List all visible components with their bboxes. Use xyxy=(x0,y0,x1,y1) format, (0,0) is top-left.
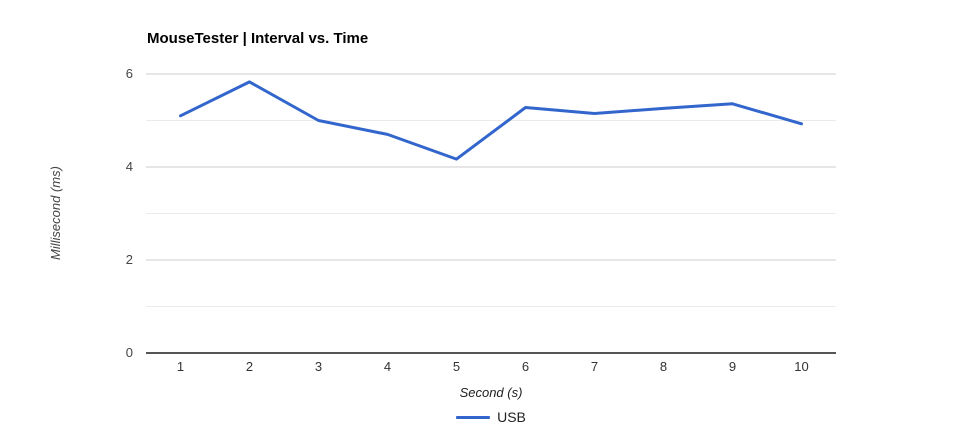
x-tick-label: 2 xyxy=(245,359,254,374)
legend-label: USB xyxy=(497,409,526,425)
y-tick-label: 2 xyxy=(125,252,133,267)
y-tick-label: 0 xyxy=(125,345,133,360)
x-tick-label: 10 xyxy=(794,359,809,374)
legend-line-swatch-icon xyxy=(456,415,491,419)
series-line-usb[interactable] xyxy=(179,80,803,161)
x-tick-label: 7 xyxy=(590,359,599,374)
x-tick-label: 8 xyxy=(659,359,668,374)
y-tick-label: 6 xyxy=(125,66,133,81)
x-tick-label: 9 xyxy=(728,359,737,374)
x-tick-label: 3 xyxy=(314,359,323,374)
legend: USB xyxy=(146,409,836,425)
y-tick-label: 4 xyxy=(125,159,133,174)
x-tick-label: 1 xyxy=(176,359,185,374)
x-tick-label: 4 xyxy=(383,359,392,374)
x-axis-title: Second (s) xyxy=(459,385,523,400)
x-tick-label: 5 xyxy=(452,359,461,374)
x-tick-label: 6 xyxy=(521,359,530,374)
chart-title: MouseTester | Interval vs. Time xyxy=(147,30,369,47)
y-axis-title: Millisecond (ms) xyxy=(48,166,63,260)
